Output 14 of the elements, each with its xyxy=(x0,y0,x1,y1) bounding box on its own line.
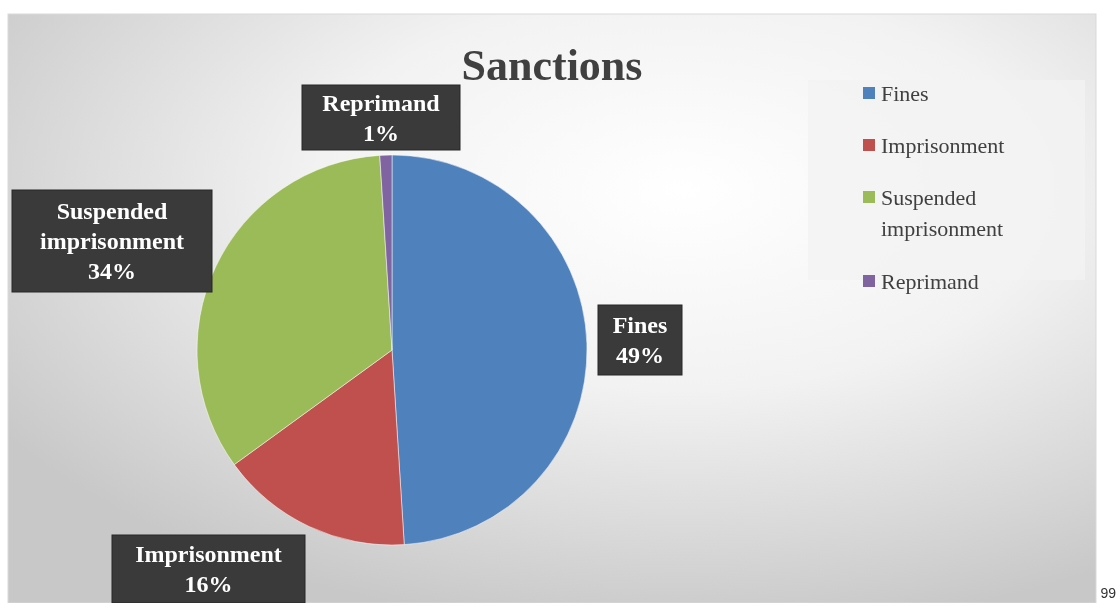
legend-label: Reprimand xyxy=(881,269,979,294)
slice-label: Reprimand xyxy=(322,89,441,116)
data-label: 1% xyxy=(363,119,399,146)
data-label: 34% xyxy=(88,258,136,284)
slice-label: Suspended imprisonment xyxy=(40,198,185,254)
legend-label: Imprisonment xyxy=(881,133,1005,158)
data-label: 49% xyxy=(616,342,664,368)
data-label: 16% xyxy=(184,571,233,597)
category-label: Fines xyxy=(881,81,929,106)
slice-label: Imprisonment xyxy=(135,541,282,567)
legend-label: Suspended imprisonment xyxy=(881,185,1004,241)
chart-title: Sanctions xyxy=(461,41,643,90)
text: 99 xyxy=(1100,585,1117,601)
slice-label: Fines xyxy=(612,312,668,338)
